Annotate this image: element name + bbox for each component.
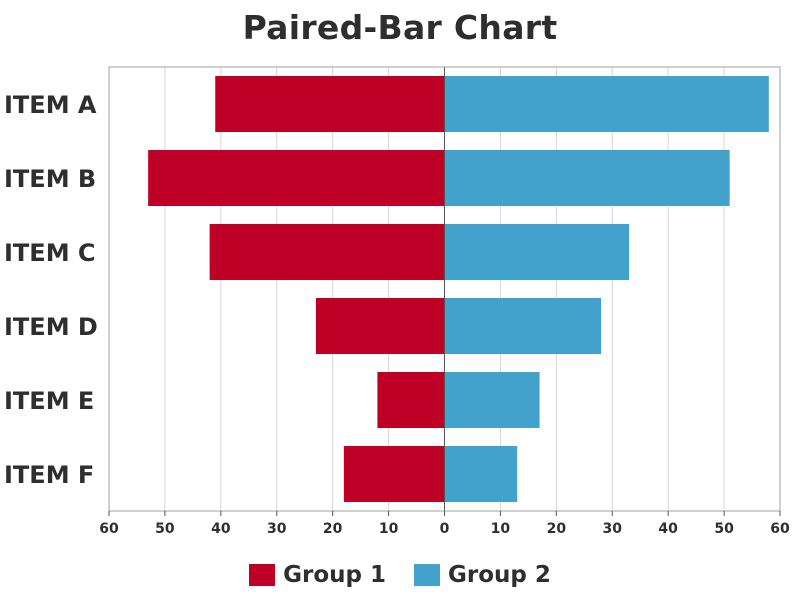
legend-label-group-2: Group 2 — [448, 562, 551, 588]
category-label: ITEM D — [4, 313, 98, 341]
x-tick-label: 50 — [714, 521, 734, 537]
bar-group-1-item-e — [377, 372, 445, 428]
legend-swatch-group-2 — [414, 564, 440, 586]
bar-group-2-item-e — [444, 372, 540, 428]
x-tick-label: 10 — [491, 521, 511, 537]
x-tick-label: 30 — [603, 521, 623, 537]
bar-group-1-item-c — [209, 224, 445, 280]
category-label: ITEM C — [4, 239, 96, 267]
x-tick-label: 40 — [211, 521, 231, 537]
bar-group-1-item-a — [215, 76, 445, 132]
x-tick-label: 10 — [379, 521, 399, 537]
legend-label-group-1: Group 1 — [283, 562, 386, 588]
category-label: ITEM E — [4, 387, 94, 415]
x-tick-label: 60 — [99, 521, 119, 537]
bar-group-1-item-f — [343, 446, 445, 502]
category-label: ITEM B — [4, 165, 96, 193]
x-tick-label: 20 — [323, 521, 343, 537]
x-tick-label: 40 — [658, 521, 678, 537]
x-tick-label: 60 — [770, 521, 790, 537]
legend-swatch-group-1 — [249, 564, 276, 586]
bar-group-1-item-b — [148, 150, 445, 206]
bar-group-2-item-b — [444, 150, 730, 206]
category-label: ITEM A — [4, 91, 97, 119]
legend-item-group-1: Group 1 — [249, 562, 386, 588]
bar-group-1-item-d — [315, 298, 445, 354]
chart-title: Paired-Bar Chart — [242, 8, 558, 47]
x-tick-label: 50 — [155, 521, 175, 537]
x-tick-label: 0 — [440, 521, 450, 537]
x-tick-label: 30 — [267, 521, 287, 537]
bar-group-2-item-a — [444, 76, 769, 132]
bar-group-2-item-f — [444, 446, 518, 502]
bar-group-2-item-c — [444, 224, 630, 280]
legend: Group 1 Group 2 — [0, 560, 800, 590]
category-label: ITEM F — [4, 461, 94, 489]
legend-item-group-2: Group 2 — [414, 562, 551, 588]
x-tick-label: 20 — [547, 521, 567, 537]
bar-group-2-item-d — [444, 298, 602, 354]
